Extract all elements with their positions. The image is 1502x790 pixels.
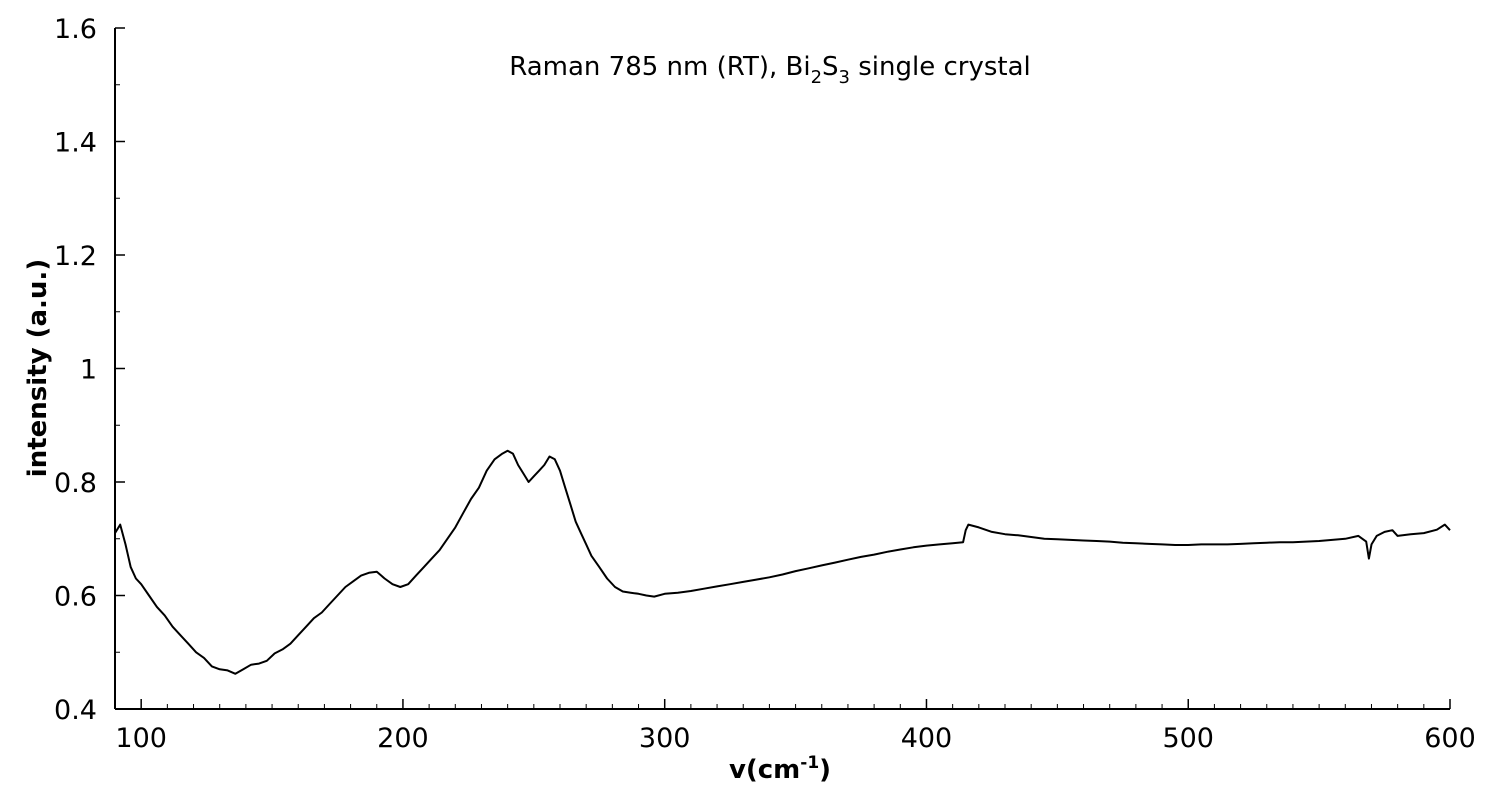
y-tick-label: 1.4 xyxy=(54,128,97,159)
x-axis-label-main: v(cm xyxy=(729,755,800,785)
x-tick-label: 100 xyxy=(115,723,167,754)
y-tick-label: 0.8 xyxy=(54,468,97,499)
y-axis-label: intensity (a.u.) xyxy=(23,259,53,477)
x-axis-label-superscript: -1 xyxy=(800,753,819,773)
series-group xyxy=(114,449,1451,675)
x-tick-label: 400 xyxy=(901,723,953,754)
y-ticks: 0.4 0.6 0.8 1 1.2 1.4 1.6 xyxy=(54,14,125,726)
chart-title-suffix: single crystal xyxy=(850,52,1031,82)
y-tick-label: 1.6 xyxy=(54,14,97,45)
x-tick-label: 600 xyxy=(1424,723,1476,754)
chart-title-prefix: Raman 785 nm (RT), Bi xyxy=(509,52,810,82)
chart-title-group: Raman 785 nm (RT), Bi2S3 single crystal xyxy=(509,52,1031,88)
axes: 100 200 300 400 500 600 0.4 0.6 0.8 1 1.2 1.4 1.6 xyxy=(54,14,1476,754)
x-axis-label-close: ) xyxy=(819,755,831,785)
x-axis-label: v(cm-1) xyxy=(729,753,831,785)
y-tick-label: 0.4 xyxy=(54,695,97,726)
y-tick-label: 1 xyxy=(80,355,97,386)
chart-title-subscript-2: 3 xyxy=(839,67,850,88)
chart-title-subscript-1: 2 xyxy=(811,67,822,88)
series-line xyxy=(114,449,1451,675)
y-tick-label: 0.6 xyxy=(54,582,97,613)
x-tick-label: 300 xyxy=(639,723,691,754)
x-major-ticks: 100 200 300 400 500 600 xyxy=(115,699,1476,754)
y-tick-label: 1.2 xyxy=(54,241,97,272)
x-tick-label: 200 xyxy=(377,723,429,754)
x-minor-ticks xyxy=(114,704,1425,709)
x-tick-label: 500 xyxy=(1162,723,1214,754)
chart-title: Raman 785 nm (RT), Bi2S3 single crystal xyxy=(509,52,1031,88)
chart-title-mid: S xyxy=(822,52,839,82)
